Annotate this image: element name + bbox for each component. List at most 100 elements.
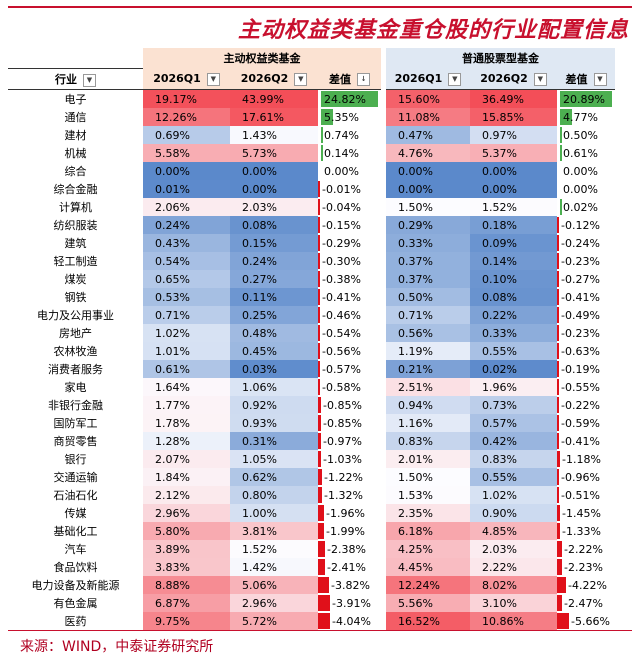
table-row: 通信 12.26% 17.61% 5.35% 11.08% 15.85% 4.77% (8, 108, 615, 126)
filter-dropdown-icon[interactable]: ▼ (533, 72, 547, 86)
active-q2-cell: 3.81% (230, 522, 318, 540)
active-q2-cell: 0.93% (230, 414, 318, 432)
active-diff-cell: -1.32% (318, 486, 381, 504)
diff-bar (318, 199, 320, 215)
active-diff-cell: -0.41% (318, 288, 381, 306)
col-header-industry[interactable]: 行业 ▼ (8, 68, 143, 90)
diff-value: -3.91% (332, 596, 371, 610)
stock-q1-cell: 0.71% (386, 306, 470, 324)
table-row: 医药 9.75% 5.72% -4.04% 16.52% 10.86% -5.66% (8, 612, 615, 630)
table-row: 综合金融 0.01% 0.00% -0.01% 0.00% 0.00% 0.00% (8, 180, 615, 198)
filter-dropdown-icon[interactable]: ▼ (448, 72, 462, 86)
stock-diff-cell: -1.33% (557, 522, 615, 540)
diff-value: -0.23% (561, 326, 600, 340)
active-diff-cell: -1.22% (318, 468, 381, 486)
diff-value: -1.45% (562, 506, 601, 520)
diff-bar (560, 91, 612, 107)
stock-diff-cell: -2.23% (557, 558, 615, 576)
active-q1-cell: 2.12% (143, 486, 230, 504)
diff-bar (560, 109, 572, 125)
diff-value: -5.66% (571, 614, 610, 628)
diff-value: -0.01% (322, 182, 361, 196)
industry-cell: 国防军工 (8, 414, 143, 432)
diff-value: 0.00% (324, 164, 359, 178)
active-diff-cell: -0.97% (318, 432, 381, 450)
diff-bar (318, 559, 325, 575)
stock-q1-cell: 2.51% (386, 378, 470, 396)
active-q1-cell: 3.83% (143, 558, 230, 576)
stock-q2-cell: 1.02% (470, 486, 557, 504)
col-header-active-q2[interactable]: 2026Q2 ▼ (230, 68, 318, 90)
active-diff-cell: 0.74% (318, 126, 381, 144)
active-diff-cell: -0.54% (318, 324, 381, 342)
diff-value: -0.54% (322, 326, 361, 340)
industry-cell: 商贸零售 (8, 432, 143, 450)
diff-bar (318, 397, 321, 413)
stock-q2-cell: 4.85% (470, 522, 557, 540)
filter-dropdown-icon[interactable]: ▼ (294, 72, 308, 86)
filter-dropdown-icon[interactable]: ▼ (83, 73, 96, 87)
stock-q2-cell: 10.86% (470, 612, 557, 630)
active-diff-cell: -0.29% (318, 234, 381, 252)
diff-bar (318, 415, 321, 431)
diff-bar (321, 127, 323, 143)
stock-q1-cell: 12.24% (386, 576, 470, 594)
col-header-active-diff[interactable]: 差值 ↓ (318, 68, 381, 90)
table-row: 商贸零售 1.28% 0.31% -0.97% 0.83% 0.42% -0.41% (8, 432, 615, 450)
stock-diff-cell: -0.41% (557, 288, 615, 306)
col-header-stock-q1[interactable]: 2026Q1 ▼ (386, 68, 470, 90)
stock-diff-cell: 4.77% (557, 108, 615, 126)
diff-value: 24.82% (324, 92, 366, 106)
active-q2-cell: 0.48% (230, 324, 318, 342)
diff-bar (318, 541, 325, 557)
diff-value: -1.03% (323, 452, 362, 466)
diff-bar (557, 361, 559, 377)
col-header-stock-q2[interactable]: 2026Q2 ▼ (470, 68, 557, 90)
filter-dropdown-icon[interactable]: ▼ (206, 72, 220, 86)
stock-diff-cell: -0.55% (557, 378, 615, 396)
industry-cell: 机械 (8, 144, 143, 162)
active-q1-cell: 5.80% (143, 522, 230, 540)
sort-desc-icon[interactable]: ↓ (357, 73, 370, 87)
table-row: 消费者服务 0.61% 0.03% -0.57% 0.21% 0.02% -0.19% (8, 360, 615, 378)
diff-value: -1.18% (562, 452, 601, 466)
diff-value: -1.96% (326, 506, 365, 520)
stock-diff-cell: -0.23% (557, 252, 615, 270)
table-row: 交通运输 1.84% 0.62% -1.22% 1.50% 0.55% -0.96% (8, 468, 615, 486)
stock-q2-cell: 8.02% (470, 576, 557, 594)
industry-cell: 建材 (8, 126, 143, 144)
active-diff-cell: -0.85% (318, 414, 381, 432)
table-row: 汽车 3.89% 1.52% -2.38% 4.25% 2.03% -2.22% (8, 540, 615, 558)
stock-q2-cell: 0.83% (470, 450, 557, 468)
stock-diff-cell: -0.23% (557, 324, 615, 342)
stock-q1-cell: 4.45% (386, 558, 470, 576)
diff-bar (557, 469, 559, 485)
col-header-stock-diff[interactable]: 差值 ▼ (557, 68, 615, 90)
stock-q2-cell: 36.49% (470, 89, 557, 108)
stock-q1-cell: 5.56% (386, 594, 470, 612)
diff-value: 5.35% (324, 110, 359, 124)
table-row: 建材 0.69% 1.43% 0.74% 0.47% 0.97% 0.50% (8, 126, 615, 144)
table-row: 基础化工 5.80% 3.81% -1.99% 6.18% 4.85% -1.33% (8, 522, 615, 540)
col-header-active-q1[interactable]: 2026Q1 ▼ (143, 68, 230, 90)
filter-dropdown-icon[interactable]: ▼ (593, 73, 607, 87)
title-rule (8, 6, 632, 8)
stock-q1-cell: 0.29% (386, 216, 470, 234)
table-row: 钢铁 0.53% 0.11% -0.41% 0.50% 0.08% -0.41% (8, 288, 615, 306)
stock-diff-cell: -4.22% (557, 576, 615, 594)
active-q2-cell: 0.31% (230, 432, 318, 450)
active-q1-cell: 2.96% (143, 504, 230, 522)
industry-cell: 消费者服务 (8, 360, 143, 378)
group-header-active: 主动权益类基金 (143, 48, 381, 69)
column-header-row: 行业 ▼ 2026Q1 ▼ 2026Q2 ▼ 差值 ↓ 2026Q1 ▼ 2026Q2 ▼ … (8, 68, 615, 90)
stock-diff-cell: -0.27% (557, 270, 615, 288)
table-body: 电子 19.17% 43.99% 24.82% 15.60% 36.49% 20.89% 通信… (8, 89, 615, 630)
diff-value: 0.00% (563, 182, 598, 196)
diff-value: -0.15% (322, 218, 361, 232)
active-q2-cell: 0.00% (230, 162, 318, 180)
active-diff-cell: -0.04% (318, 198, 381, 216)
active-q2-cell: 0.11% (230, 288, 318, 306)
diff-bar (318, 505, 324, 521)
table-row: 食品饮料 3.83% 1.42% -2.41% 4.45% 2.22% -2.23% (8, 558, 615, 576)
active-diff-cell: -3.91% (318, 594, 381, 612)
